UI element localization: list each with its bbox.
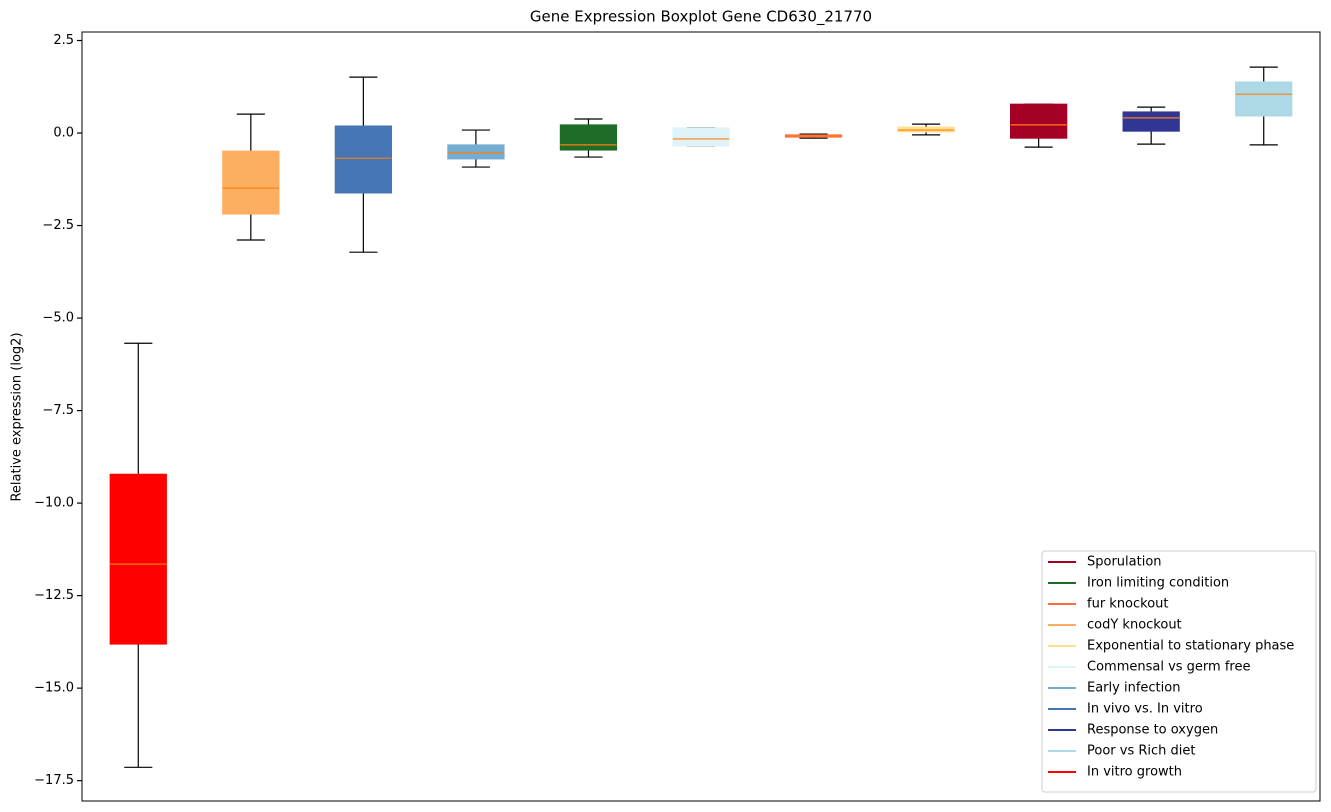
legend-label: Exponential to stationary phase [1087, 639, 1294, 654]
y-tick-label: −12.5 [34, 588, 74, 603]
legend-label: Poor vs Rich diet [1087, 744, 1195, 759]
box [1235, 81, 1293, 117]
y-tick-label: −10.0 [34, 496, 74, 511]
y-tick-label: −2.5 [42, 218, 74, 233]
y-tick-label: 0.0 [53, 126, 74, 141]
chart-title: Gene Expression Boxplot Gene CD630_21770 [530, 8, 872, 27]
box [447, 144, 505, 160]
box [672, 127, 730, 147]
legend-label: Commensal vs germ free [1087, 660, 1250, 675]
legend-label: Early infection [1087, 681, 1180, 696]
box [109, 473, 167, 645]
plot-frame [81, 31, 1321, 802]
y-tick-label: −15.0 [34, 681, 74, 696]
y-axis-label: Relative expression (log2) [10, 332, 25, 501]
box [1010, 103, 1068, 139]
legend-label: Response to oxygen [1087, 723, 1218, 738]
legend-label: In vivo vs. In vitro [1087, 702, 1203, 717]
legend-box [1041, 550, 1317, 793]
box [1122, 111, 1180, 132]
legend-label: Iron limiting condition [1087, 576, 1229, 591]
legend-label: In vitro growth [1087, 765, 1182, 780]
legend-label: Sporulation [1087, 555, 1162, 570]
box [222, 150, 280, 215]
legend-label: codY knockout [1087, 618, 1182, 633]
y-tick-label: 2.5 [53, 33, 74, 48]
legend-label: fur knockout [1087, 597, 1169, 612]
y-tick-label: −17.5 [34, 773, 74, 788]
y-tick-label: −7.5 [42, 403, 74, 418]
box [334, 125, 392, 194]
y-tick-label: −5.0 [42, 311, 74, 326]
box [559, 124, 618, 151]
